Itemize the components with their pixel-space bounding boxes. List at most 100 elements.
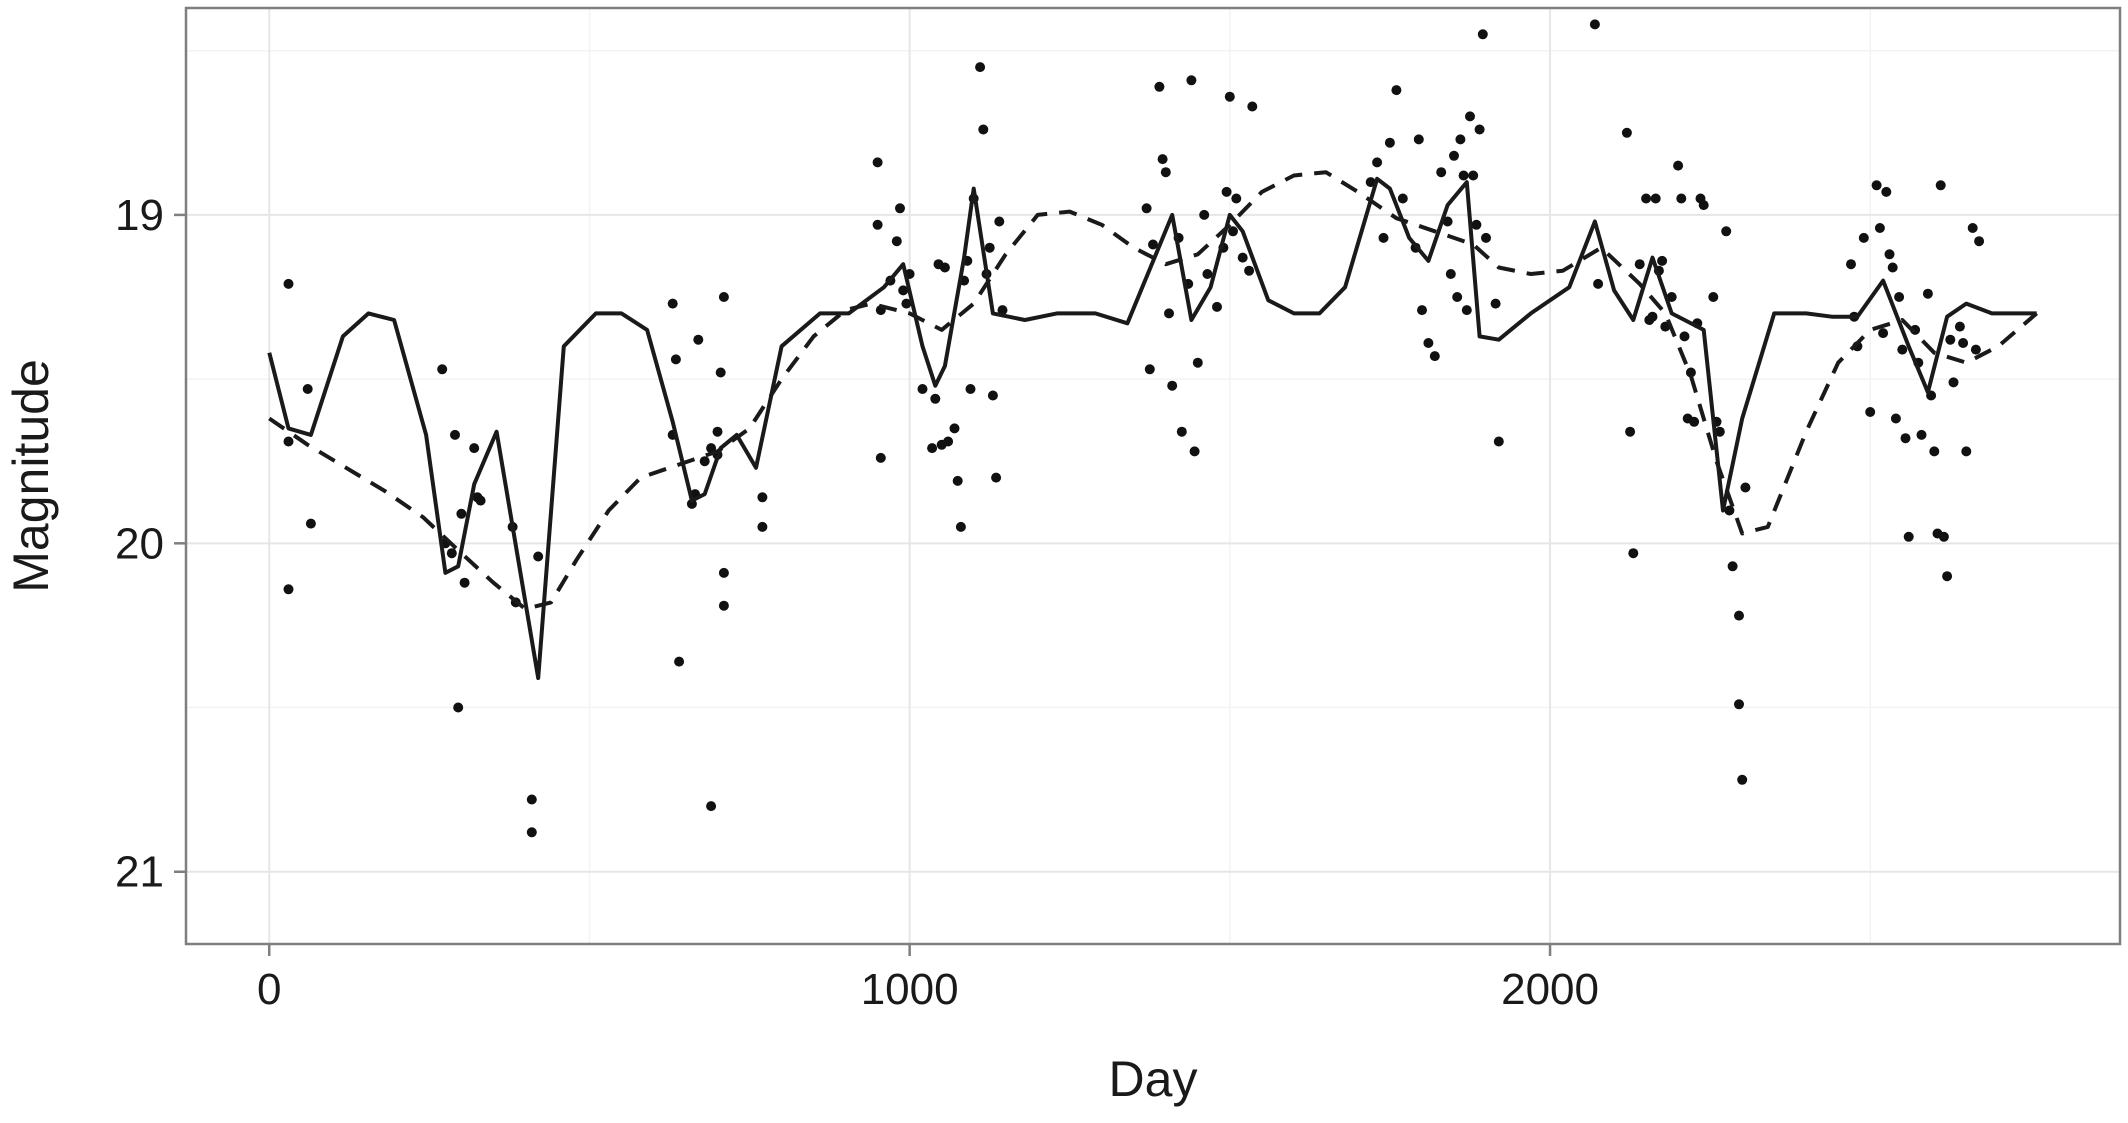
data-point [872,157,883,168]
data-point [1452,292,1463,302]
data-point [459,577,470,588]
data-point [1228,226,1238,237]
data-point [1878,328,1889,339]
data-point [1365,177,1376,188]
data-point [1148,239,1158,250]
data-point [1967,223,1978,233]
data-point [1938,531,1949,542]
data-point [670,354,681,365]
data-point [939,262,950,273]
data-point [456,508,467,519]
data-point [991,472,1002,483]
data-point [1871,180,1882,191]
solid-series-line [267,176,2037,680]
data-point [1884,249,1895,260]
series-layer [267,19,2039,838]
data-point [526,794,537,805]
data-point [1676,193,1687,204]
data-point [1231,193,1242,204]
data-point [1397,193,1408,204]
data-point [1244,265,1255,276]
data-point [1916,429,1927,440]
data-point [949,423,960,434]
x-tick-label: 1000 [861,965,959,1014]
data-point [1160,167,1171,178]
data-point [978,124,989,135]
data-point [1698,200,1709,211]
data-point [1625,426,1636,437]
data-point [1724,505,1735,516]
data-point [712,426,723,437]
data-point [1846,259,1856,270]
data-point [283,584,294,595]
data-point [1948,377,1959,388]
data-point [469,443,480,454]
data-point [450,429,460,440]
data-point [1922,288,1933,299]
data-point [706,443,717,454]
data-point [994,216,1005,227]
data-point [1740,482,1751,493]
data-point [1647,311,1658,322]
data-point [1727,561,1738,572]
data-point [987,390,998,401]
y-axis-title: Magnitude [3,359,59,593]
data-point [1942,571,1953,582]
y-tick-label: 21 [115,848,164,897]
data-point [1372,157,1383,168]
data-point [1154,81,1165,92]
data-point [453,702,464,713]
data-point [1157,154,1168,165]
data-point [667,298,678,309]
x-axis-title: Day [1109,1051,1198,1107]
data-point [1445,269,1456,279]
data-point [1144,364,1155,375]
data-point [1714,426,1725,437]
data-point [1429,351,1440,362]
data-point [1666,292,1677,302]
data-point [955,521,966,532]
grid [186,8,2120,944]
data-point [1468,170,1479,181]
x-tick-label: 0 [257,965,281,1014]
data-point [1141,203,1152,214]
data-point [1894,292,1905,302]
data-point [1685,367,1696,378]
data-point [1865,407,1876,417]
data-point [699,456,710,467]
dashed-series-line [268,170,2039,611]
data-point [1247,101,1258,112]
data-point [718,567,729,578]
data-point [475,495,486,506]
data-point [1423,338,1434,348]
data-point [1708,292,1719,302]
data-point [1689,416,1700,427]
data-point [1887,262,1898,273]
data-point [1974,236,1985,247]
data-point [1721,226,1732,237]
x-tick-label: 2000 [1501,965,1599,1014]
data-point [975,62,986,73]
data-point [1458,170,1469,181]
data-point [1474,124,1485,135]
data-point [1945,334,1956,345]
data-point [1493,436,1504,447]
y-tick-label: 19 [115,191,164,240]
data-point [872,219,883,230]
observations-points [283,19,1985,838]
data-point [997,305,1008,316]
data-point [1413,134,1424,145]
data-point [757,492,768,503]
data-point [757,521,768,532]
data-point [1589,19,1600,30]
data-point [283,278,294,289]
data-point [1481,232,1491,243]
data-point [1858,232,1869,243]
data-point [1202,269,1213,279]
data-point [965,384,976,394]
data-point [1189,446,1200,457]
data-point [1628,548,1639,559]
data-point [1490,298,1501,309]
data-point [305,518,316,529]
data-point [1641,193,1652,204]
